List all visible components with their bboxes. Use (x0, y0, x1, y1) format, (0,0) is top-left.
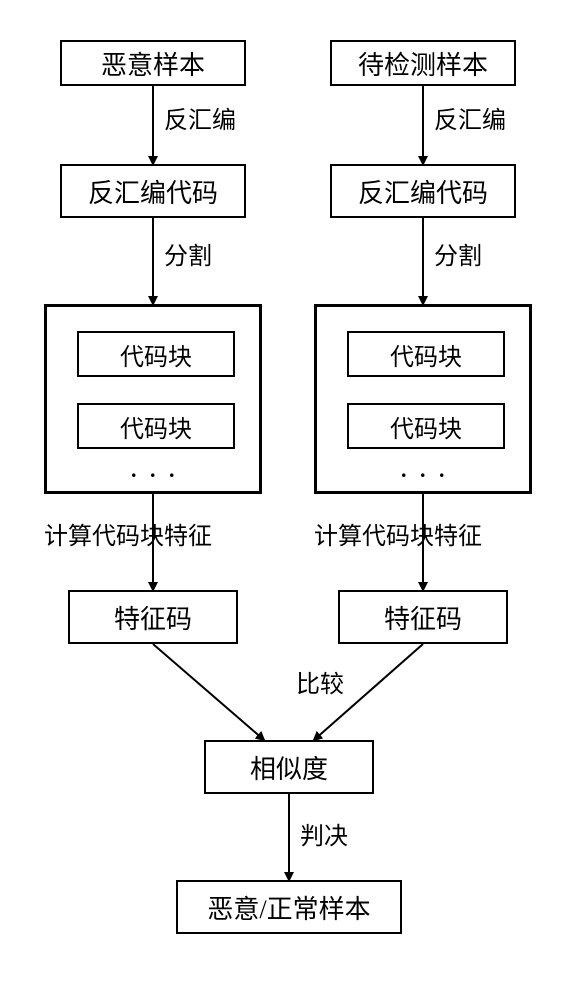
label: 反汇编代码 (358, 173, 488, 210)
left-codeblock-1: 代码块 (77, 331, 235, 377)
flowchart-canvas: 恶意样本 待检测样本 反汇编代码 反汇编代码 代码块 代码块 . . . 代码块… (0, 0, 578, 1000)
node-similarity: 相似度 (204, 740, 374, 794)
label: 相似度 (250, 749, 328, 786)
label: 恶意/正常样本 (207, 889, 370, 926)
node-right-disasm-code: 反汇编代码 (330, 164, 516, 218)
node-left-disasm-code: 反汇编代码 (60, 164, 246, 218)
node-malicious-sample: 恶意样本 (60, 40, 246, 86)
left-ellipsis: . . . (131, 457, 179, 483)
label: 特征码 (384, 599, 462, 636)
label: 特征码 (114, 599, 192, 636)
label: 代码块 (390, 337, 462, 372)
right-codeblock-2: 代码块 (347, 403, 505, 449)
right-codeblock-container: 代码块 代码块 . . . (314, 304, 532, 494)
node-result: 恶意/正常样本 (176, 880, 402, 934)
left-codeblock-container: 代码块 代码块 . . . (44, 304, 262, 494)
edge-label-left-disasm: 反汇编 (164, 100, 236, 135)
node-right-feature: 特征码 (338, 590, 508, 644)
right-ellipsis: . . . (401, 457, 449, 483)
node-left-feature: 特征码 (68, 590, 238, 644)
left-codeblock-2: 代码块 (77, 403, 235, 449)
label: 待检测样本 (358, 45, 488, 82)
label: 代码块 (390, 409, 462, 444)
edge-label-verdict: 判决 (300, 816, 348, 851)
node-test-sample: 待检测样本 (330, 40, 516, 86)
edge-label-left-calc-feature: 计算代码块特征 (44, 516, 212, 551)
right-codeblock-1: 代码块 (347, 331, 505, 377)
edge-label-compare: 比较 (296, 664, 344, 699)
label: 反汇编代码 (88, 173, 218, 210)
edge-label-left-split: 分割 (164, 236, 212, 271)
edge-label-right-calc-feature: 计算代码块特征 (314, 516, 482, 551)
arrows-layer (0, 0, 578, 1000)
edge-label-right-disasm: 反汇编 (434, 100, 506, 135)
edge-label-right-split: 分割 (434, 236, 482, 271)
label: 恶意样本 (101, 45, 205, 82)
label: 代码块 (120, 337, 192, 372)
label: 代码块 (120, 409, 192, 444)
